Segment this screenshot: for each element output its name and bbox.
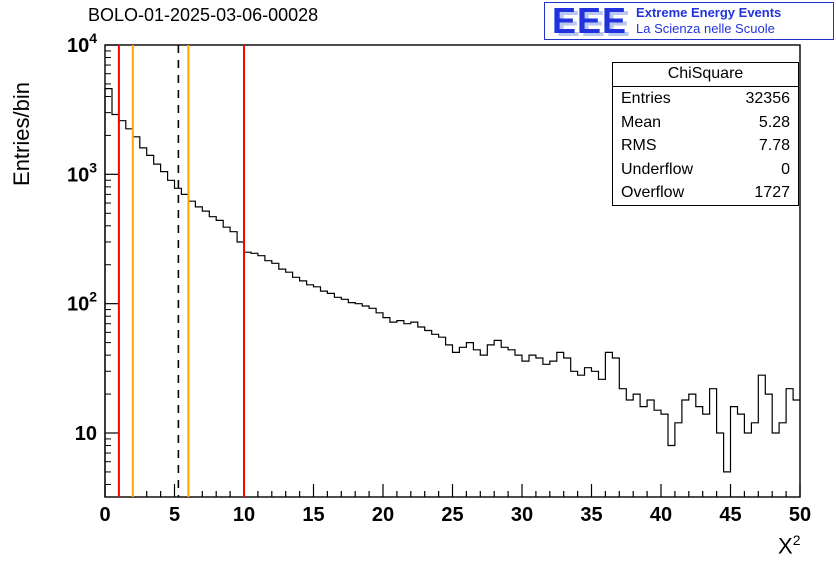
- stats-label: Overflow: [621, 184, 685, 201]
- x-tick-label: 0: [99, 504, 110, 526]
- y-tick-label: 104: [67, 30, 97, 57]
- x-tick-label: 40: [650, 504, 672, 526]
- x-tick-label: 20: [372, 504, 394, 526]
- eee-logo-text: EEE: [552, 0, 628, 41]
- eee-logo-subtitle: Extreme Energy Events La Scienza nelle S…: [636, 5, 781, 37]
- eee-logo-line1: Extreme Energy Events: [636, 5, 782, 20]
- stats-value: 0: [781, 160, 790, 178]
- stats-label: Mean: [621, 113, 662, 131]
- stats-row-overflow: Overflow 1727: [613, 181, 798, 205]
- y-axis-title: Entries/bin: [9, 82, 34, 186]
- x-tick-label: 35: [580, 504, 602, 526]
- x-tick-label: 25: [441, 504, 463, 526]
- x-axis-title: X2: [778, 532, 801, 559]
- plot-title: BOLO-01-2025-03-06-00028: [88, 5, 319, 25]
- x-tick-label: 45: [719, 504, 741, 526]
- x-tick-label: 10: [233, 504, 255, 526]
- stats-label: Underflow: [621, 160, 694, 178]
- stats-title: ChiSquare: [613, 63, 798, 87]
- stats-value: 5.28: [758, 113, 790, 131]
- x-tick-label: 50: [789, 504, 811, 526]
- stats-label: RMS: [621, 137, 657, 154]
- stats-row-entries: Entries 32356: [613, 87, 798, 111]
- stats-value: 1727: [754, 184, 790, 201]
- stats-row-underflow: Underflow 0: [613, 158, 798, 182]
- stats-row-rms: RMS 7.78: [613, 134, 798, 158]
- y-tick-label: 102: [67, 289, 97, 316]
- x-tick-label: 30: [511, 504, 533, 526]
- stats-row-mean: Mean 5.28: [613, 111, 798, 135]
- stats-label: Entries: [621, 90, 671, 107]
- histogram-line: [104, 88, 800, 497]
- eee-logo-line2: La Scienza nelle Scuole: [636, 21, 775, 36]
- y-tick-label: 103: [67, 159, 97, 186]
- y-tick-label: 10: [75, 423, 97, 445]
- x-tick-label: 15: [302, 504, 324, 526]
- eee-logo: EEE Extreme Energy Events La Scienza nel…: [544, 2, 834, 40]
- stats-box: ChiSquare Entries 32356 Mean 5.28 RMS 7.…: [612, 62, 799, 206]
- x-tick-label: 5: [169, 504, 180, 526]
- stats-value: 32356: [745, 90, 791, 107]
- stats-value: 7.78: [758, 137, 790, 154]
